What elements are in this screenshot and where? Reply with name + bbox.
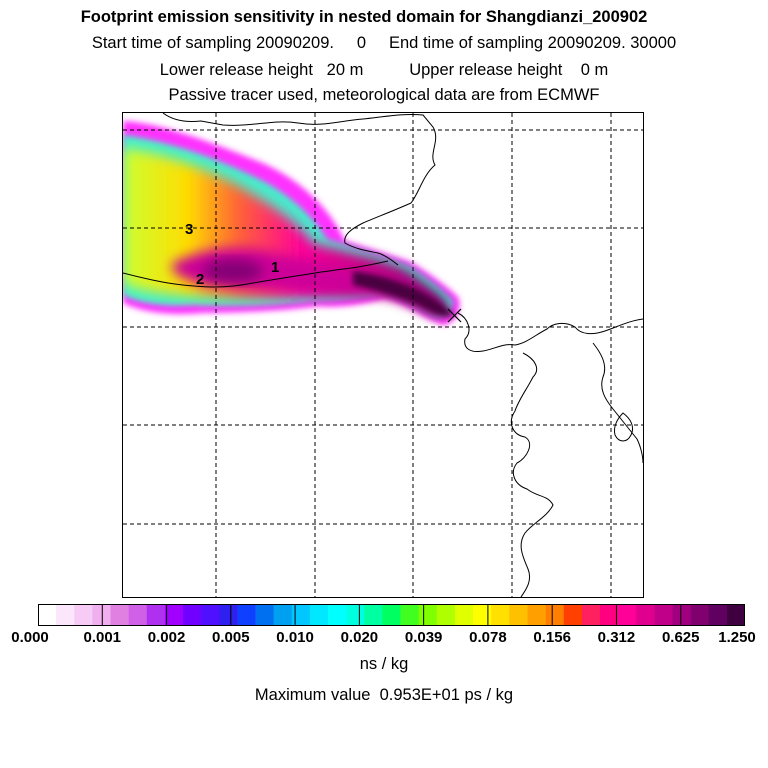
colorbar-cell xyxy=(183,604,202,626)
colorbar-cell xyxy=(654,604,673,626)
coastline-island xyxy=(614,412,634,442)
colorbar-cell xyxy=(110,604,129,626)
colorbar-label: 0.312 xyxy=(597,629,636,646)
colorbar-cell xyxy=(726,604,745,626)
plume-core xyxy=(172,247,453,318)
colorbar-ticks xyxy=(101,604,682,626)
colorbar-cell xyxy=(38,604,57,626)
colorbar-label: 0.020 xyxy=(340,629,379,646)
colorbar-cell xyxy=(599,604,619,626)
footprint-map-canvas: 1 2 3 xyxy=(123,113,643,597)
colorbar-cell xyxy=(346,604,365,626)
colorbar-label: 0.005 xyxy=(212,629,250,646)
colorbar-cell xyxy=(672,604,691,626)
sampling-time-line: Start time of sampling 20090209. 0 End t… xyxy=(91,34,677,52)
colorbar-cell xyxy=(328,604,347,626)
colorbar-label: 1.250 xyxy=(718,629,756,646)
colorbar-label: 0.001 xyxy=(83,629,122,646)
colorbar xyxy=(38,604,745,626)
colorbar-cell xyxy=(56,604,75,626)
colorbar-cell xyxy=(690,604,710,626)
tracer-info-line: Passive tracer used, meteorological data… xyxy=(168,86,600,104)
colorbar-cells xyxy=(38,604,745,626)
colorbar-label: 0.039 xyxy=(404,629,443,646)
maximum-value: Maximum value 0.953E+01 ps / kg xyxy=(254,686,514,704)
colorbar-cell xyxy=(509,604,528,626)
colorbar-cell xyxy=(201,604,220,626)
plume-label-3: 3 xyxy=(185,221,193,238)
colorbar-cell xyxy=(74,604,93,626)
colorbar-cell xyxy=(291,604,311,626)
colorbar-cell xyxy=(237,604,256,626)
coastline-north xyxy=(162,113,437,266)
colorbar-cell xyxy=(581,604,601,626)
colorbar-cell xyxy=(146,604,166,626)
plume-label-1: 1 xyxy=(271,259,279,276)
coastline-peninsula xyxy=(510,352,554,597)
plume-label-2: 2 xyxy=(196,271,204,288)
colorbar-unit: ns / kg xyxy=(359,655,409,673)
colorbar-cell xyxy=(618,604,637,626)
colorbar-label: 0.078 xyxy=(469,629,507,646)
colorbar-label: 0.000 xyxy=(11,629,49,646)
border-line xyxy=(123,260,389,288)
release-height-line: Lower release height 20 m Upper release … xyxy=(159,61,609,79)
colorbar-label: 0.002 xyxy=(147,629,186,646)
colorbar-cell xyxy=(273,604,293,626)
colorbar-cell xyxy=(255,604,274,626)
map-title: Footprint emission sensitivity in nested… xyxy=(80,8,648,26)
lat-lon-grid xyxy=(123,113,643,597)
colorbar-label: 0.625 xyxy=(661,629,700,646)
colorbar-cell xyxy=(418,604,438,626)
footprint-map: 1 2 3 xyxy=(122,112,644,598)
coastline-korea xyxy=(592,342,643,464)
colorbar-cell xyxy=(491,604,510,626)
colorbar-cell xyxy=(400,604,419,626)
coastlines xyxy=(123,113,643,597)
colorbar-cell xyxy=(128,604,148,626)
colorbar-cell xyxy=(219,604,238,626)
colorbar-cell xyxy=(636,604,655,626)
station-marker xyxy=(447,308,462,323)
colorbar-cell xyxy=(563,604,583,626)
colorbar-cell xyxy=(527,604,546,626)
colorbar-label: 0.010 xyxy=(276,629,314,646)
colorbar-cell xyxy=(436,604,456,626)
colorbar-cell xyxy=(164,604,184,626)
colorbar-cell xyxy=(309,604,329,626)
colorbar-cell xyxy=(92,604,111,626)
colorbar-cell xyxy=(364,604,383,626)
colorbar-cell xyxy=(545,604,565,626)
coastline-bay xyxy=(457,312,643,352)
colorbar-cell xyxy=(382,604,401,626)
colorbar-cell xyxy=(473,604,492,626)
colorbar-frame xyxy=(38,604,745,626)
colorbar-cell xyxy=(454,604,474,626)
colorbar-label: 0.156 xyxy=(533,629,571,646)
colorbar-cell xyxy=(708,604,728,626)
